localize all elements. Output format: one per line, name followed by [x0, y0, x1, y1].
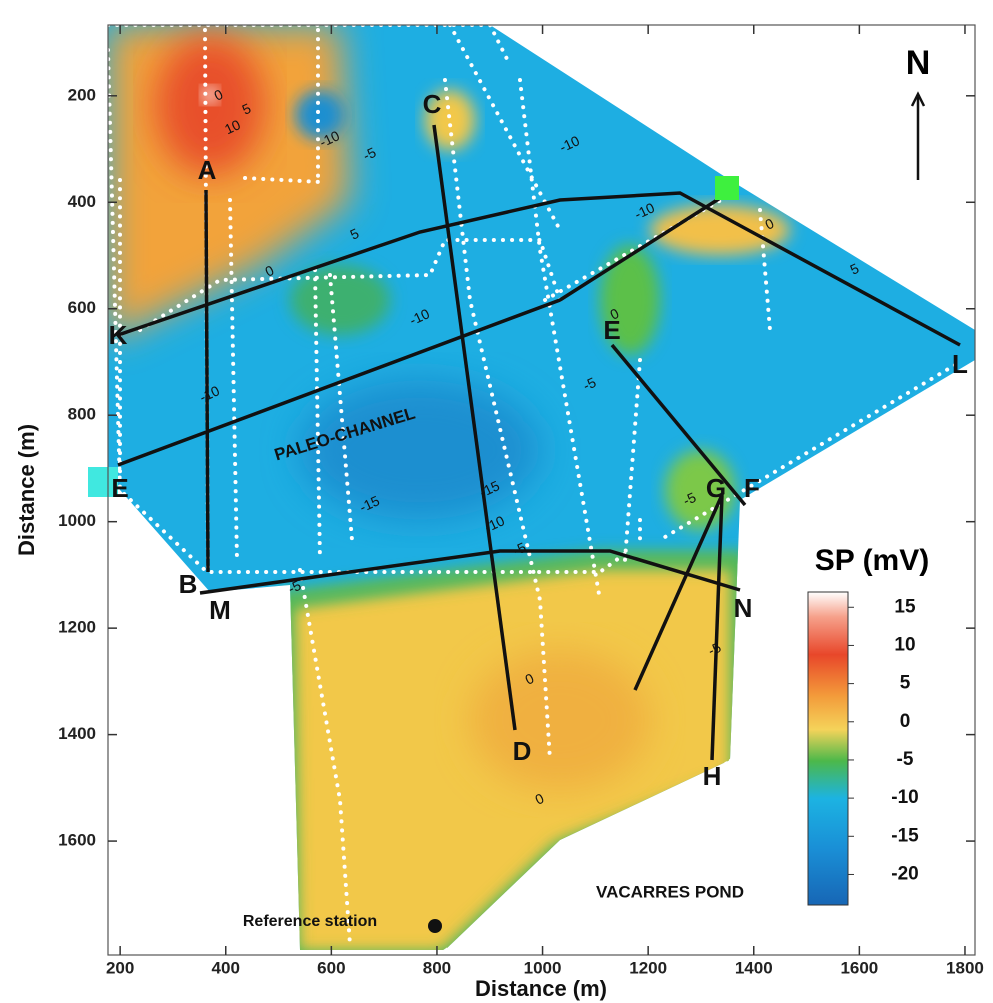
y-axis-label: Distance (m) [14, 424, 39, 556]
colorbar-title: SP (mV) [815, 544, 929, 577]
colorbar-tick-label: 0 [900, 711, 911, 732]
profile-label: D [513, 736, 532, 766]
colorbar-tick-label: -15 [891, 825, 919, 846]
profile-label: K [109, 320, 128, 350]
pond-label: VACARRES POND [596, 882, 744, 901]
profile-label: E [111, 473, 128, 503]
contour-label: -10 [482, 512, 507, 535]
profile-label: H [703, 761, 722, 791]
x-tick-label: 1400 [735, 958, 773, 977]
x-tick-label: 400 [212, 958, 240, 977]
y-tick-label: 800 [68, 405, 96, 424]
profile-label: E [603, 315, 620, 345]
contour-label: -15 [357, 492, 382, 515]
colorbar-tick-label: -5 [897, 749, 914, 770]
contour-label: -10 [557, 132, 582, 155]
colorbar-tick-label: -10 [891, 787, 918, 808]
profile-label: M [209, 595, 231, 625]
reference-dot [428, 919, 442, 933]
profile-label: C [423, 89, 442, 119]
y-tick-label: 400 [68, 192, 96, 211]
green-marker [715, 176, 739, 200]
profile-label: B [179, 569, 198, 599]
contour-label: 10 [222, 116, 243, 137]
x-tick-label: 1000 [524, 958, 562, 977]
colorbar-tick-label: 10 [894, 634, 915, 655]
profile-label: N [734, 593, 753, 623]
reference-label: Reference station [243, 913, 377, 930]
north-label: N [906, 44, 931, 82]
x-tick-label: 800 [423, 958, 451, 977]
colorbar-tick-label: -20 [891, 863, 918, 884]
y-tick-label: 200 [68, 85, 96, 104]
profiles [117, 124, 961, 761]
y-tick-label: 1600 [58, 831, 96, 850]
y-tick-label: 1400 [58, 724, 96, 743]
contour-label: -10 [197, 382, 222, 405]
profile-label: F [744, 473, 760, 503]
y-tick-label: 1200 [58, 618, 96, 637]
colorbar [807, 591, 849, 906]
x-tick-label: 200 [106, 958, 134, 977]
profile-label: L [952, 349, 968, 379]
x-tick-label: 1600 [840, 958, 878, 977]
cyan-marker [88, 467, 118, 497]
contour-label: -15 [477, 477, 502, 500]
x-tick-label: 1800 [946, 958, 984, 977]
x-tick-label: 1200 [629, 958, 667, 977]
contour-label: -10 [317, 127, 342, 150]
contour-label: -10 [407, 305, 432, 328]
x-tick-label: 600 [317, 958, 345, 977]
y-tick-label: 600 [68, 298, 96, 317]
profile-label: A [198, 155, 217, 185]
north-arrow-head [910, 91, 926, 107]
colorbar-tick-label: 15 [894, 596, 916, 617]
y-tick-label: 1000 [58, 511, 96, 530]
profile-label: G [706, 473, 726, 503]
x-axis-label: Distance (m) [475, 976, 607, 1001]
pond-shore [442, 757, 732, 954]
colorbar-tick-label: 5 [900, 673, 911, 694]
contour-label: -10 [632, 199, 657, 222]
frame [107, 24, 976, 956]
